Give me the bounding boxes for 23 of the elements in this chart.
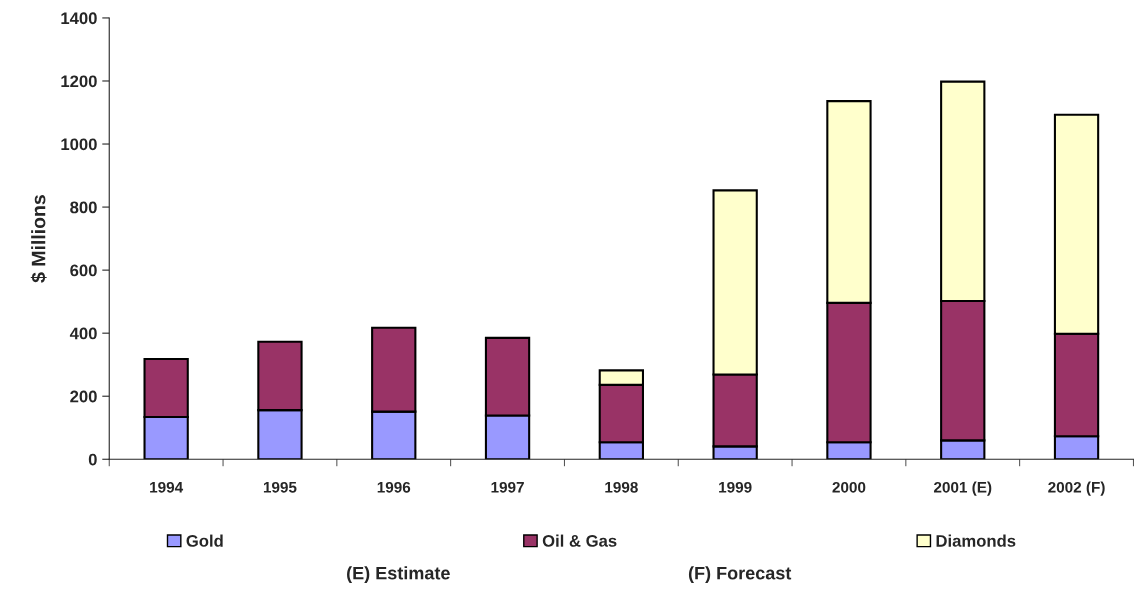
y-tick-label: 1400	[61, 12, 97, 25]
x-tick-label: 1998	[605, 481, 638, 493]
x-tick-label: 1997	[491, 481, 524, 493]
y-tick-label: 0	[88, 453, 97, 466]
legend-label: Gold	[186, 534, 223, 547]
y-tick-label: 200	[70, 390, 97, 403]
y-tick-label: 400	[69, 327, 97, 340]
y-tick-label: 1200	[61, 75, 97, 88]
legend-label: Diamonds	[936, 534, 1016, 547]
x-tick-label: 1995	[263, 481, 297, 493]
y-axis-title: $ Millions	[30, 195, 47, 283]
y-tick-label: 800	[70, 201, 97, 214]
x-tick-label: 1994	[150, 481, 184, 493]
y-tick-label: 600	[70, 264, 97, 277]
text: (F) Forecast	[688, 566, 792, 584]
legend-label: Oil & Gas	[542, 534, 617, 547]
x-tick-label: 2000	[832, 481, 866, 493]
text: (E) Estimate	[347, 566, 450, 584]
x-tick-label: 2001 (E)	[933, 481, 992, 496]
y-tick-label: 1000	[61, 138, 97, 151]
x-tick-label: 1996	[377, 481, 411, 493]
x-tick-label: 1999	[719, 481, 752, 493]
x-tick-label: 2002 (F)	[1048, 481, 1105, 496]
